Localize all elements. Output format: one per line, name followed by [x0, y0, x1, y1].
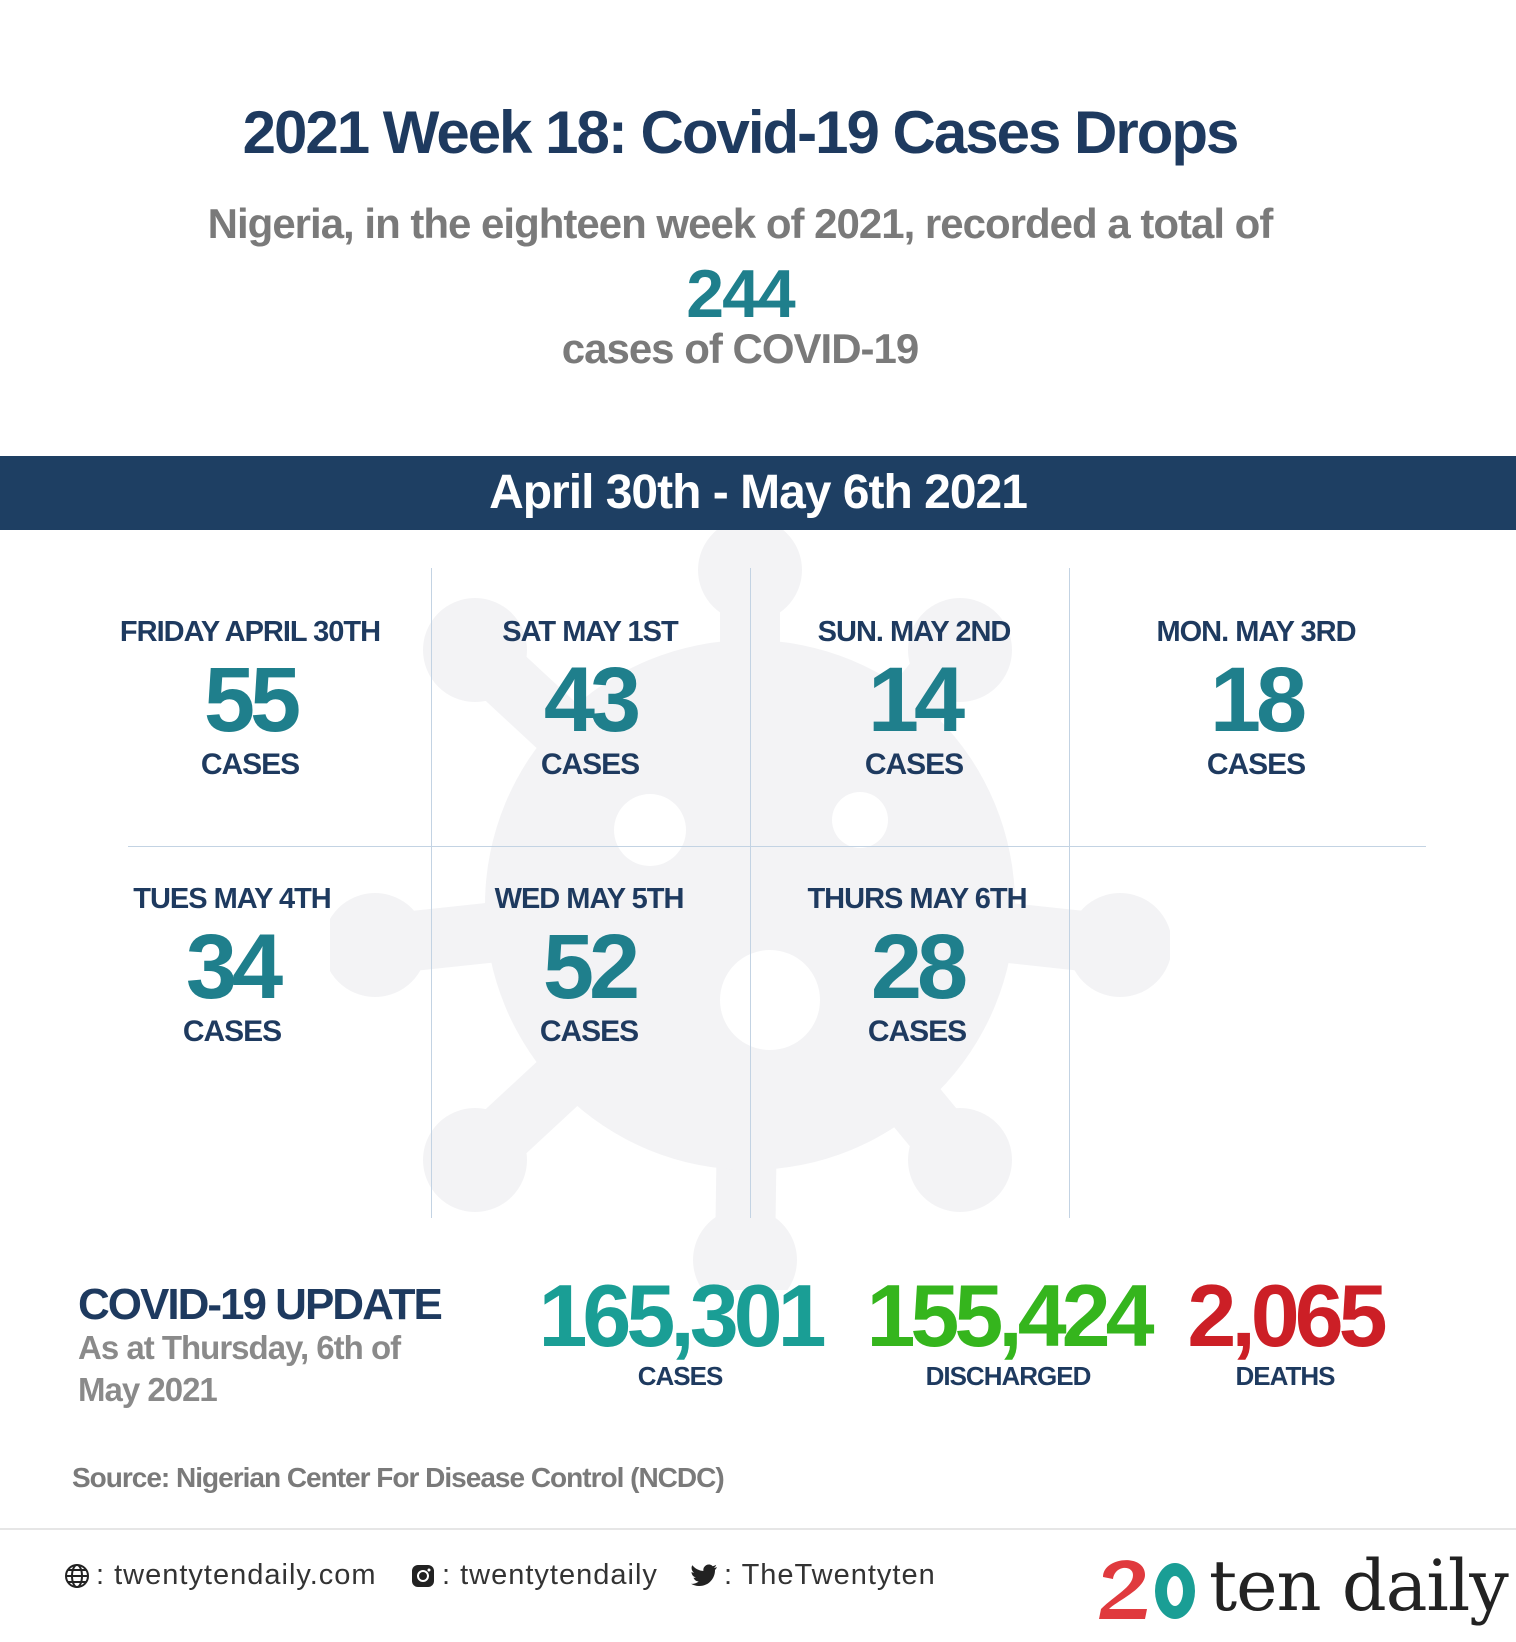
twitter-icon: [691, 1563, 717, 1586]
logo-text: ten daily: [1209, 1545, 1509, 1627]
day-cases-unit: CASES: [539, 1015, 639, 1048]
stat-unit: DEATHS: [1235, 1361, 1336, 1391]
instagram-link[interactable]: : twentytendaily: [410, 1559, 662, 1592]
day-cases-unit: CASES: [864, 748, 964, 781]
website-text: : twentytendaily.com: [96, 1559, 377, 1591]
globe-icon: [65, 1563, 89, 1588]
day-cell: MON. MAY 3RD 18 CASES: [1096, 616, 1416, 782]
footer-divider: [0, 1528, 1516, 1530]
day-label: MON. MAY 3RD: [1156, 616, 1356, 648]
grid-divider: [750, 568, 751, 1218]
day-cases-unit: CASES: [540, 748, 640, 781]
day-label: SAT MAY 1ST: [502, 616, 678, 648]
stat-unit: CASES: [637, 1361, 724, 1391]
page-title: 2021 Week 18: Covid-19 Cases Drops: [242, 99, 1240, 166]
day-label: THURS MAY 6TH: [807, 883, 1027, 915]
day-cell: WED MAY 5TH 52 CASES: [429, 883, 749, 1049]
intro-text: Nigeria, in the eighteen week of 2021, r…: [207, 200, 1274, 247]
source-note: Source: Nigerian Center For Disease Cont…: [72, 1462, 725, 1493]
day-cases-unit: CASES: [182, 1015, 282, 1048]
day-cases-value: 52: [542, 916, 640, 1018]
stat-value: 165,301: [538, 1266, 826, 1365]
instagram-text: : twentytendaily: [442, 1559, 658, 1591]
day-cases-unit: CASES: [867, 1015, 967, 1048]
date-range-banner: April 30th - May 6th 2021: [0, 456, 1516, 530]
day-cell: TUES MAY 4TH 34 CASES: [72, 883, 392, 1049]
website-link[interactable]: : twentytendaily.com: [64, 1559, 381, 1592]
day-cell: THURS MAY 6TH 28 CASES: [757, 883, 1077, 1049]
grid-divider: [431, 568, 432, 1218]
virus-watermark-icon: [330, 530, 1170, 1290]
update-title: COVID-19 UPDATE: [78, 1280, 443, 1329]
twitter-link[interactable]: : TheTwentyten: [690, 1559, 940, 1592]
day-cases-unit: CASES: [1206, 748, 1306, 781]
twentyten-logo-icon: [1099, 1560, 1195, 1619]
stat-discharged: 155,424 DISCHARGED: [848, 1266, 1168, 1391]
stat-unit: DISCHARGED: [925, 1361, 1092, 1391]
day-cases-value: 55: [203, 649, 301, 751]
day-label: FRIDAY APRIL 30TH: [119, 616, 381, 648]
day-cases-value: 18: [1209, 649, 1307, 751]
day-cell: SUN. MAY 2ND 14 CASES: [754, 616, 1074, 782]
day-cases-value: 43: [543, 649, 641, 751]
day-label: WED MAY 5TH: [494, 883, 685, 915]
day-label: SUN. MAY 2ND: [817, 616, 1012, 648]
stat-value: 2,065: [1187, 1266, 1387, 1365]
intro-text-suffix: cases of COVID-19: [561, 325, 920, 372]
twitter-text: : TheTwentyten: [724, 1559, 936, 1591]
day-label: TUES MAY 4TH: [133, 883, 332, 915]
day-cases-unit: CASES: [200, 748, 300, 781]
grid-divider: [128, 846, 1426, 847]
weekly-total: 244: [686, 256, 795, 332]
grid-divider: [1069, 568, 1070, 1218]
stat-cases: 165,301 CASES: [530, 1266, 830, 1391]
stat-value: 155,424: [866, 1266, 1154, 1365]
brand-logo: ten daily: [1095, 1545, 1509, 1627]
day-cell: SAT MAY 1ST 43 CASES: [430, 616, 750, 782]
instagram-icon: [412, 1564, 434, 1587]
update-subtitle: As at Thursday, 6th of May 2021: [78, 1329, 401, 1408]
day-cases-value: 28: [870, 916, 968, 1018]
day-cases-value: 14: [867, 649, 965, 751]
day-cell: FRIDAY APRIL 30TH 55 CASES: [90, 616, 410, 782]
day-cases-value: 34: [185, 916, 283, 1018]
stat-deaths: 2,065 DEATHS: [1175, 1266, 1395, 1391]
